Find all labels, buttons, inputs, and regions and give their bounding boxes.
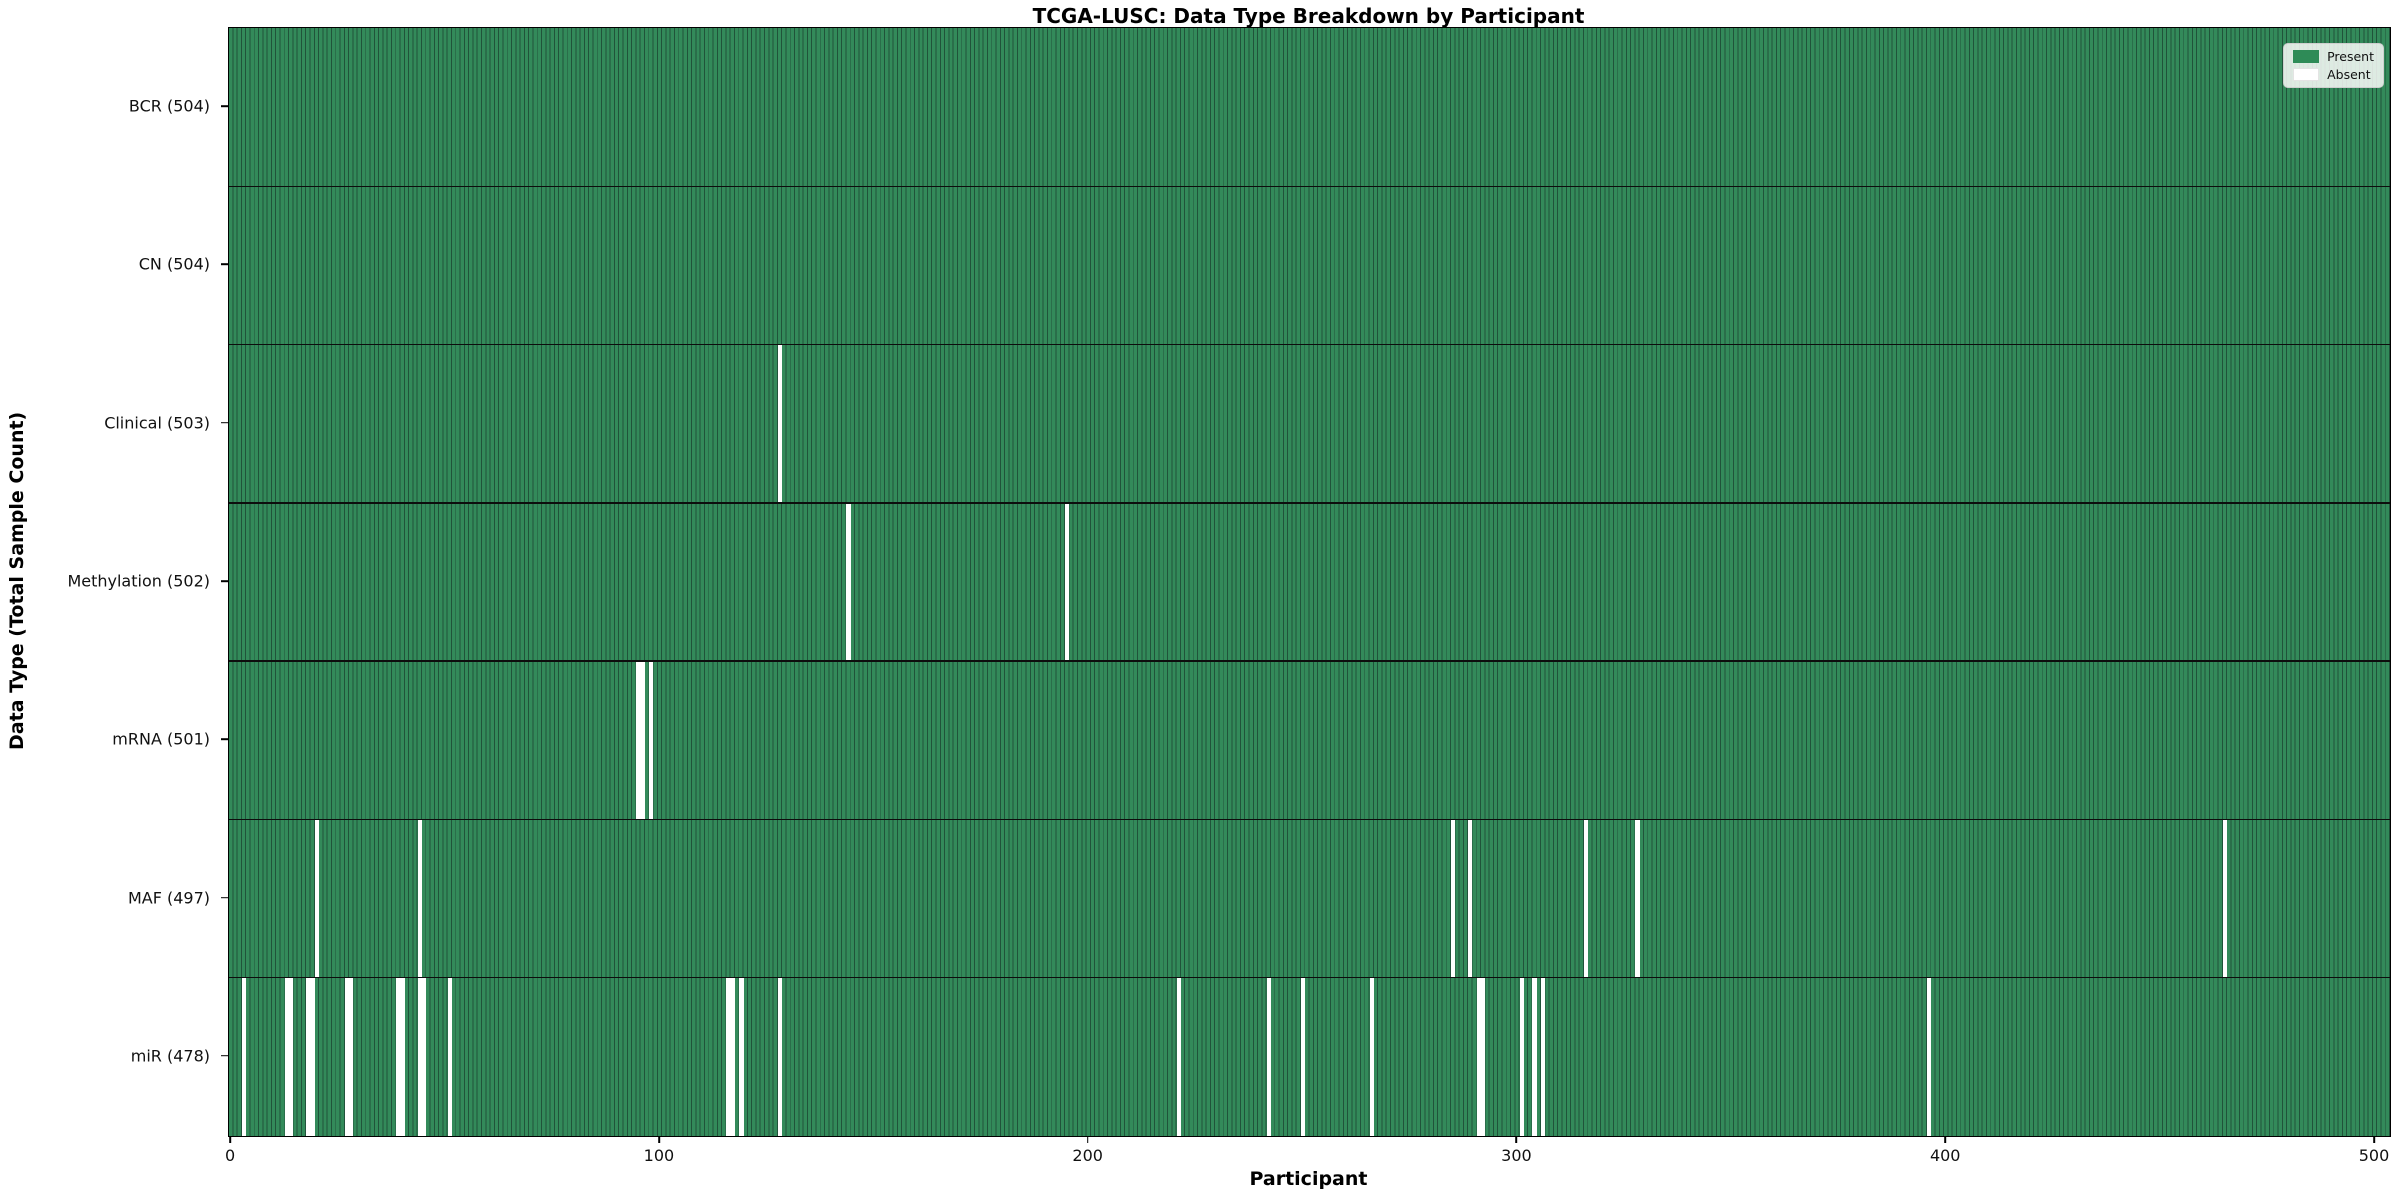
absent-gap [344, 977, 350, 1136]
absent-gap [1519, 977, 1524, 1136]
plot-area: Present Absent [228, 27, 2391, 1137]
y-tick-mark [221, 896, 228, 899]
x-tick-label-400: 400 [1929, 1146, 1961, 1165]
absent-gap [396, 977, 401, 1136]
legend-present-label: Present [2327, 49, 2374, 64]
x-tick-label-0: 0 [225, 1146, 236, 1165]
row-separator [229, 660, 2390, 662]
row-separator [229, 502, 2390, 504]
x-tick-label-300: 300 [1501, 1146, 1532, 1165]
legend-item-absent: Absent [2293, 68, 2374, 81]
absent-gap [2222, 819, 2228, 978]
x-tick-mark [1086, 1136, 1089, 1143]
data-row-maf [229, 819, 2390, 978]
y-tick-mark [221, 580, 228, 582]
absent-swatch-icon [2293, 68, 2320, 81]
y-tick-label-mrna: mRNA (501) [112, 729, 210, 749]
absent-gap [349, 977, 354, 1136]
y-tick-label-clinical: Clinical (503) [104, 413, 210, 433]
legend: Present Absent [2283, 43, 2384, 88]
chart-title: TCGA-LUSC: Data Type Breakdown by Partic… [1032, 4, 1585, 28]
y-tick-mark [221, 105, 228, 107]
absent-gap [447, 977, 452, 1136]
absent-gap [1635, 819, 1640, 978]
data-row-mir [229, 977, 2390, 1136]
absent-gap [1476, 977, 1481, 1136]
absent-gap [726, 977, 731, 1136]
data-row-methylation [229, 502, 2390, 662]
absent-gap [1541, 977, 1546, 1136]
absent-gap [1300, 977, 1306, 1136]
y-tick-mark [221, 1055, 228, 1057]
x-axis-title: Participant [1249, 1168, 1368, 1190]
x-tick-mark [2373, 1136, 2375, 1143]
data-row-mrna [229, 661, 2390, 820]
row-separator [229, 185, 2390, 187]
absent-gap [421, 977, 427, 1136]
x-tick-label-200: 200 [1072, 1146, 1103, 1165]
absent-gap [314, 819, 320, 978]
bars-canvas [229, 28, 2390, 1136]
row-separator [229, 977, 2390, 979]
y-tick-mark [221, 421, 228, 424]
absent-gap [1266, 977, 1271, 1136]
y-tick-label-bcr: BCR (504) [128, 96, 210, 116]
x-tick-label-500: 500 [2358, 1146, 2390, 1165]
x-tick-mark [1944, 1136, 1947, 1143]
y-tick-label-methylation: Methylation (502) [67, 571, 210, 591]
absent-gap [1481, 977, 1486, 1136]
absent-gap [649, 661, 654, 820]
absent-gap [306, 977, 311, 1136]
absent-gap [417, 819, 422, 978]
data-row-clinical [229, 344, 2390, 503]
absent-gap [1532, 977, 1537, 1136]
x-tick-mark [658, 1136, 660, 1143]
row-separator [229, 818, 2390, 821]
y-tick-mark [221, 263, 228, 266]
y-tick-mark [221, 738, 228, 741]
absent-gap [640, 661, 645, 820]
absent-gap [1176, 977, 1181, 1136]
absent-gap [777, 977, 783, 1136]
legend-absent-label: Absent [2327, 67, 2371, 82]
y-tick-label-maf: MAF (497) [127, 888, 210, 908]
absent-gap [777, 344, 783, 503]
absent-gap [241, 977, 247, 1136]
x-tick-label-100: 100 [643, 1146, 675, 1165]
absent-gap [1369, 977, 1374, 1136]
absent-gap [1450, 819, 1456, 978]
absent-gap [1065, 502, 1070, 662]
absent-gap [1926, 977, 1932, 1136]
absent-gap [846, 502, 851, 662]
absent-gap [739, 977, 744, 1136]
absent-gap [400, 977, 405, 1136]
absent-gap [289, 977, 294, 1136]
absent-gap [284, 977, 290, 1136]
legend-item-present: Present [2293, 50, 2374, 63]
present-swatch-icon [2293, 50, 2320, 63]
x-tick-mark [229, 1136, 231, 1143]
x-tick-mark [1515, 1136, 1518, 1143]
absent-gap [1583, 819, 1589, 978]
absent-gap [1468, 819, 1473, 978]
absent-gap [417, 977, 422, 1136]
data-row-bcr [229, 28, 2390, 187]
row-separator [229, 343, 2390, 346]
y-tick-label-mir: miR (478) [130, 1046, 210, 1066]
absent-gap [730, 977, 735, 1136]
data-row-cn [229, 186, 2390, 345]
y-tick-label-cn: CN (504) [138, 254, 210, 274]
absent-gap [310, 977, 315, 1136]
absent-gap [636, 661, 641, 820]
